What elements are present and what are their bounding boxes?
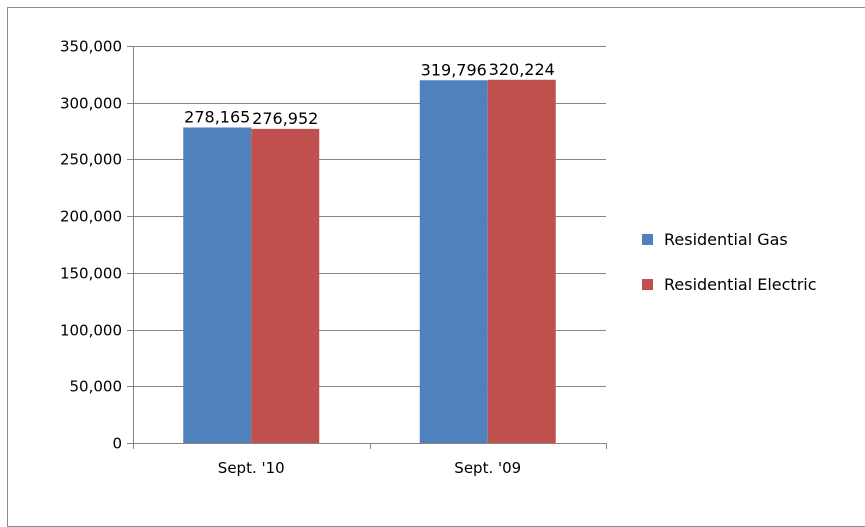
legend-label: Residential Electric xyxy=(664,275,817,294)
legend-swatch xyxy=(642,279,653,290)
data-label: 278,165 xyxy=(184,107,250,126)
bars xyxy=(183,79,556,444)
data-label: 319,796 xyxy=(421,60,487,79)
y-axis-tick-labels: 0 50,000 100,000 150,000 200,000 250,000 300,0… xyxy=(60,38,122,453)
bar-chart: 0 50,000 100,000 150,000 200,000 250,000 300,0… xyxy=(60,38,817,478)
y-tick-label: 250,000 xyxy=(60,151,122,169)
y-tick-label: 200,000 xyxy=(60,208,122,226)
data-label: 276,952 xyxy=(252,109,318,128)
y-tick-label: 0 xyxy=(112,435,122,453)
legend-label: Residential Gas xyxy=(664,230,788,249)
y-tick-label: 300,000 xyxy=(60,95,122,113)
bar xyxy=(251,128,320,443)
y-tick-label: 350,000 xyxy=(60,38,122,56)
x-tick-label: Sept. '10 xyxy=(218,459,285,477)
data-labels: 278,165 276,952 319,796 320,224 xyxy=(184,60,555,128)
y-tick-label: 150,000 xyxy=(60,265,122,283)
x-tick-label: Sept. '09 xyxy=(454,459,521,477)
data-label: 320,224 xyxy=(489,60,555,79)
bar xyxy=(183,127,252,443)
legend-swatch xyxy=(642,234,653,245)
y-tick-label: 50,000 xyxy=(70,378,123,396)
bar xyxy=(487,79,556,444)
y-tick-label: 100,000 xyxy=(60,322,122,340)
bar xyxy=(419,80,488,444)
axes xyxy=(127,46,607,449)
x-axis-tick-labels: Sept. '10 Sept. '09 xyxy=(218,459,521,477)
legend: Residential Gas Residential Electric xyxy=(642,230,817,294)
